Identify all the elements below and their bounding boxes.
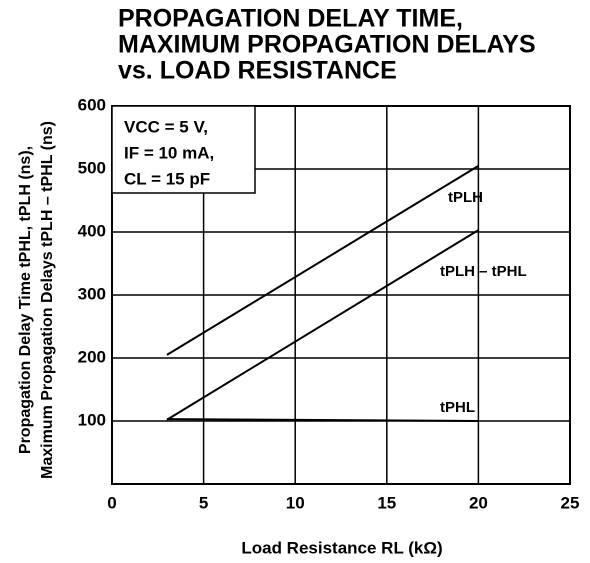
x-tick-label: 5 [199, 493, 208, 512]
annotation: IF = 10 mA, [124, 143, 214, 162]
plot-frame [111, 105, 571, 485]
y-axis-label: Propagation Delay Time tPHL, tPLH (ns), [17, 146, 34, 454]
chart-title: PROPAGATION DELAY TIME, [118, 5, 463, 33]
series-label: tPLH – tPHL [440, 263, 527, 280]
annotation-box [111, 105, 256, 194]
x-axis-label: Load Resistance RL (kΩ) [241, 538, 442, 557]
annotation: CL = 15 pF [124, 169, 210, 188]
x-tick-label: 0 [107, 493, 116, 512]
chart-title: MAXIMUM PROPAGATION DELAYS [118, 31, 536, 59]
x-tick-label: 20 [469, 493, 488, 512]
y-tick-label: 600 [78, 95, 106, 114]
line-series [166, 418, 479, 422]
series-label: tPLH [448, 189, 483, 206]
x-tick-label: 15 [377, 493, 396, 512]
y-tick-label: 500 [78, 158, 106, 177]
annotation: VCC = 5 V, [124, 117, 208, 136]
chart-title: vs. LOAD RESISTANCE [118, 57, 397, 85]
y-tick-label: 400 [78, 221, 106, 240]
y-tick-label: 200 [78, 347, 106, 366]
x-tick-label: 25 [561, 493, 580, 512]
series-label: tPHL [440, 399, 475, 416]
y-tick-label: 100 [78, 410, 106, 429]
line-series [166, 229, 479, 421]
y-axis-label: Maximum Propagation Delays tPLH – tPHL (… [39, 121, 56, 479]
x-tick-label: 10 [286, 493, 305, 512]
y-tick-label: 300 [78, 284, 106, 303]
line-series [166, 164, 479, 356]
